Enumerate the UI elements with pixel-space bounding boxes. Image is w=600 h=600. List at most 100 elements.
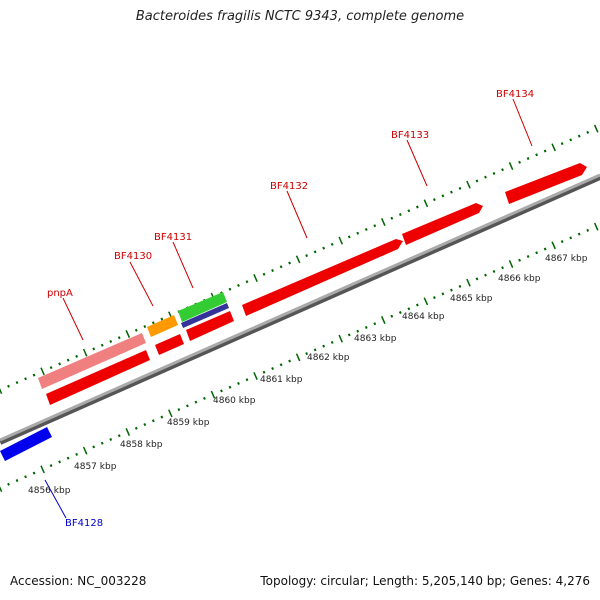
bf4131-strand-feature[interactable] xyxy=(181,303,229,328)
minor-tick xyxy=(501,168,504,172)
cds-feature[interactable] xyxy=(155,334,184,355)
bf4134-feature[interactable] xyxy=(505,163,587,204)
gene-label-bf4133[interactable]: BF4133 xyxy=(391,130,429,141)
kbp-label: 4861 kbp xyxy=(260,375,303,385)
pnpa-feature[interactable] xyxy=(38,333,146,389)
kbp-label: 4858 kbp xyxy=(120,440,163,450)
minor-tick xyxy=(143,423,147,427)
minor-tick xyxy=(415,205,419,209)
major-tick xyxy=(423,297,429,306)
genome-backbone xyxy=(0,173,600,442)
minor-tick xyxy=(577,232,581,236)
kbp-label: 4867 kbp xyxy=(545,254,588,264)
minor-tick xyxy=(569,138,573,142)
minor-tick xyxy=(220,389,223,393)
kbp-label: 4859 kbp xyxy=(167,418,210,428)
bf4132-feature[interactable] xyxy=(242,239,403,316)
major-tick xyxy=(423,199,429,208)
minor-tick xyxy=(407,307,411,311)
major-tick xyxy=(253,274,258,282)
major-tick xyxy=(551,143,556,152)
lower-scale-track xyxy=(0,222,599,492)
minor-tick xyxy=(356,329,360,333)
major-tick xyxy=(593,124,599,133)
minor-tick xyxy=(24,377,27,381)
upper-scale-track xyxy=(0,124,599,394)
minor-tick xyxy=(194,400,198,404)
minor-tick xyxy=(228,287,232,291)
minor-tick xyxy=(364,227,368,231)
pnpa-callout xyxy=(62,297,84,341)
bf4134-callout xyxy=(512,98,533,147)
minor-tick xyxy=(543,149,547,153)
minor-tick xyxy=(185,404,189,408)
bf4131-feature[interactable] xyxy=(178,292,227,322)
kbp-label: 4864 kbp xyxy=(402,312,445,322)
bf4128-callout xyxy=(44,479,67,519)
minor-tick xyxy=(288,359,291,363)
gene-label-bf4134[interactable]: BF4134 xyxy=(496,89,534,100)
minor-tick xyxy=(7,482,10,486)
minor-tick xyxy=(526,255,530,259)
minor-tick xyxy=(109,437,113,441)
minor-tick xyxy=(134,426,138,430)
minor-tick xyxy=(492,171,496,175)
minor-tick xyxy=(279,363,283,367)
major-tick xyxy=(338,236,343,245)
minor-tick xyxy=(518,258,521,262)
minor-tick xyxy=(492,269,496,273)
gene-label-pnpa[interactable]: pnpA xyxy=(47,288,73,299)
bf4130-callout xyxy=(129,261,154,307)
kbp-label: 4856 kbp xyxy=(28,486,71,496)
cds-feature[interactable] xyxy=(46,350,150,405)
kbp-label: 4860 kbp xyxy=(213,396,256,406)
minor-tick xyxy=(475,277,479,281)
minor-tick xyxy=(458,186,462,190)
bf4128-feature[interactable] xyxy=(0,427,52,461)
bf4132-callout xyxy=(286,190,308,239)
major-tick xyxy=(466,180,471,189)
minor-tick xyxy=(245,378,249,382)
major-tick xyxy=(508,260,514,268)
minor-tick xyxy=(390,216,394,220)
gene-label-bf4132[interactable]: BF4132 xyxy=(270,181,308,192)
major-tick xyxy=(295,255,301,264)
gene-label-bf4128[interactable]: BF4128 xyxy=(65,518,103,529)
minor-tick xyxy=(32,373,36,377)
minor-tick xyxy=(373,224,377,228)
bf4130-feature[interactable] xyxy=(147,315,178,337)
gene-label-bf4130[interactable]: BF4130 xyxy=(114,251,152,262)
minor-tick xyxy=(279,265,283,269)
cds-feature[interactable] xyxy=(186,311,234,341)
major-tick xyxy=(168,409,173,418)
minor-tick xyxy=(415,303,419,307)
major-tick xyxy=(593,222,599,231)
minor-tick xyxy=(398,213,402,217)
bf4133-feature[interactable] xyxy=(402,203,483,245)
minor-tick xyxy=(433,198,436,202)
minor-tick xyxy=(501,266,504,270)
minor-tick xyxy=(24,475,27,479)
minor-tick xyxy=(262,370,266,374)
minor-tick xyxy=(364,325,368,329)
minor-tick xyxy=(518,160,521,164)
minor-tick xyxy=(407,209,411,213)
minor-tick xyxy=(458,284,462,288)
gene-label-bf4131[interactable]: BF4131 xyxy=(154,232,192,243)
minor-tick xyxy=(305,254,309,258)
kbp-label: 4865 kbp xyxy=(450,294,493,304)
minor-tick xyxy=(92,347,96,351)
minor-tick xyxy=(151,419,155,423)
minor-tick xyxy=(117,336,121,340)
minor-tick xyxy=(475,179,479,183)
major-tick xyxy=(295,353,301,362)
kbp-label: 4866 kbp xyxy=(498,274,541,284)
accession-text: Accession: NC_003228 xyxy=(10,574,147,588)
minor-tick xyxy=(322,246,326,250)
minor-tick xyxy=(15,381,19,385)
minor-tick xyxy=(271,269,274,273)
minor-tick xyxy=(577,134,581,138)
minor-tick xyxy=(58,362,62,366)
minor-tick xyxy=(398,311,402,315)
